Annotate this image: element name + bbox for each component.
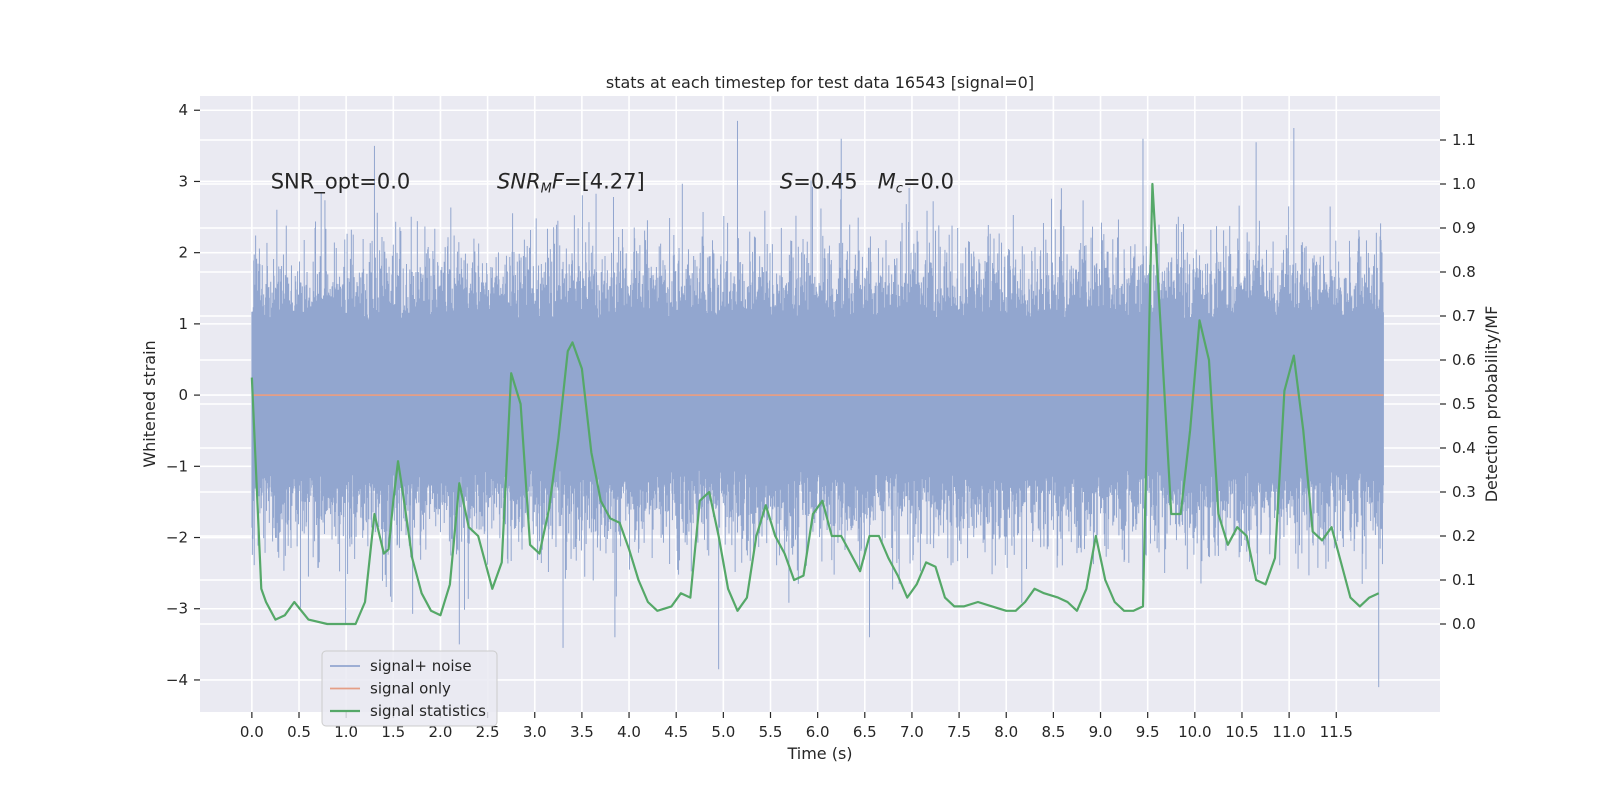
y-tick-label: 3 <box>178 172 188 190</box>
y-tick-label: 4 <box>178 101 188 119</box>
y2-tick-label: 0.5 <box>1452 395 1476 413</box>
signal-statistics-line <box>250 182 1380 626</box>
x-tick-label: 10.5 <box>1225 723 1258 741</box>
y-tick-label: −1 <box>166 457 188 475</box>
x-tick-label: 1.5 <box>381 723 405 741</box>
x-tick-label: 9.5 <box>1136 723 1160 741</box>
y-tick-label: −2 <box>166 529 188 547</box>
x-tick-label: 8.0 <box>994 723 1018 741</box>
x-tick-label: 6.5 <box>853 723 877 741</box>
annotations: SNR_opt=0.0 SNRMF=[4.27] S=0.45 Mc=0.0 <box>271 169 954 196</box>
x-tick-label: 2.5 <box>476 723 500 741</box>
y2-tick-label: 0.3 <box>1452 483 1476 501</box>
x-tick-label: 4.0 <box>617 723 641 741</box>
legend-label: signal statistics <box>370 702 486 720</box>
y-tick-label: 1 <box>178 315 188 333</box>
x-tick-label: 7.5 <box>947 723 971 741</box>
signal-statistics-series <box>250 182 1380 626</box>
y2-tick-label: 0.7 <box>1452 307 1476 325</box>
y-tick-label: −4 <box>166 671 188 689</box>
x-tick-label: 8.5 <box>1041 723 1065 741</box>
y-tick-label: −3 <box>166 600 188 618</box>
x-tick-label: 6.0 <box>806 723 830 741</box>
x-tick-label: 0.0 <box>240 723 264 741</box>
x-tick-label: 10.0 <box>1178 723 1211 741</box>
x-tick-label: 11.0 <box>1272 723 1305 741</box>
x-tick-label: 4.5 <box>664 723 688 741</box>
s-mc-annotation: S=0.45 Mc=0.0 <box>780 169 954 196</box>
x-axis-label: Time (s) <box>786 744 852 763</box>
x-tick-label: 3.0 <box>523 723 547 741</box>
y2-tick-label: 0.2 <box>1452 527 1476 545</box>
x-tick-label: 7.0 <box>900 723 924 741</box>
legend-label: signal only <box>370 680 451 698</box>
x-tick-label: 5.5 <box>759 723 783 741</box>
y2-tick-label: 0.8 <box>1452 263 1476 281</box>
x-tick-label: 0.5 <box>287 723 311 741</box>
snr-mf-annotation: SNRMF=[4.27] <box>497 169 645 196</box>
x-tick-label: 3.5 <box>570 723 594 741</box>
x-tick-label: 11.5 <box>1320 723 1353 741</box>
y-tick-label: 0 <box>178 386 188 404</box>
x-tick-label: 2.0 <box>429 723 453 741</box>
y2-tick-label: 0.0 <box>1452 615 1476 633</box>
y-axis-label: Whitened strain <box>140 340 159 467</box>
snr-opt-annotation: SNR_opt=0.0 <box>271 169 411 194</box>
y2-tick-label: 0.4 <box>1452 439 1476 457</box>
axes-ticks: 0.0 0.5 1.0 1.5 2.0 2.5 3.0 3.5 4.0 4.5 5.0 5.5 6.0 6… <box>166 101 1476 741</box>
legend-box <box>321 650 498 727</box>
x-tick-label: 1.0 <box>334 723 358 741</box>
x-tick-label: 5.0 <box>711 723 735 741</box>
y2-tick-label: 0.1 <box>1452 571 1476 589</box>
y2-tick-label: 0.6 <box>1452 351 1476 369</box>
y2-tick-label: 1.0 <box>1452 175 1476 193</box>
y2-axis-label: Detection probability/MF <box>1482 306 1501 503</box>
y2-tick-label: 0.9 <box>1452 219 1476 237</box>
chart-title: stats at each timestep for test data 165… <box>606 73 1034 92</box>
x-tick-label: 9.0 <box>1089 723 1113 741</box>
legend: signal+ noise signal only signal statistic… <box>321 650 498 727</box>
y-tick-label: 2 <box>178 244 188 262</box>
legend-label: signal+ noise <box>370 657 472 675</box>
y2-tick-label: 1.1 <box>1452 131 1476 149</box>
